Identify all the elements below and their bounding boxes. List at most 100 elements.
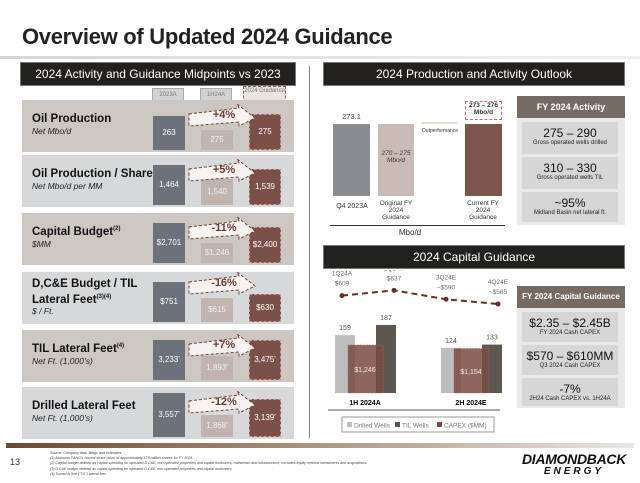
legend-box [341, 416, 495, 433]
value-1h24a: $615 [201, 298, 233, 322]
original-label: Original FY 2024 Guidance [379, 200, 413, 221]
col-1h24a: 1H24A [200, 88, 232, 102]
change-percent: -12% [211, 396, 237, 408]
unit-label: Mbo/d [398, 228, 422, 237]
capital-chart: 159 187 $1,246 1H 2024A 124 133 $1,154 2H 2024E… [328, 270, 509, 433]
outperformance-label: Outperformance [421, 128, 459, 134]
change-arrow-icon [188, 159, 256, 182]
value-1h24a: 275 [201, 130, 233, 150]
footnote: Source: Company data, filings and estima… [50, 451, 123, 455]
card-value: 310 – 330 [543, 161, 597, 175]
drilled-wells-label: 159 [339, 325, 351, 332]
metric-unit: $MM [32, 239, 51, 249]
activity-card: ~95% Midland Basin net lateral ft. [522, 192, 618, 222]
card-label: FY 2024 Cash CAPEX [539, 330, 601, 336]
card-value: $570 – $610MM [526, 349, 614, 363]
capital-header: 2024 Capital Guidance [323, 245, 625, 269]
capital-guidance-panel: FY 2024 Capital Guidance $2.35 – $2.45B F… [517, 286, 625, 408]
metric-row: Drilled Lateral Feet Net Ft. (1,000’s) 3… [22, 387, 294, 439]
footnote: (2) Capital budget defined as capital sp… [50, 461, 368, 466]
legend-swatch [347, 422, 352, 427]
metric-title: TIL Lateral Feet(4) [32, 342, 125, 355]
capital-card: $2.35 – $2.45B FY 2024 Cash CAPEX [522, 312, 618, 342]
value-guidance: 3,475' [249, 340, 281, 380]
metric-unit: Net Mbo/d per MM [32, 181, 103, 191]
metric-title: Capital Budget(2) [32, 225, 121, 238]
card-label: 2H24 Cash CAPEX vs. 1H24A [529, 396, 611, 402]
q4-bar [333, 124, 370, 196]
change-arrow-icon [188, 272, 256, 295]
current-bar [465, 124, 502, 196]
activity-card: 275 – 290 Gross operated wells drilled [522, 122, 618, 154]
card-label: Gross operated wells drilled [532, 140, 608, 146]
metric-row: Oil Production / Share(1) Net Mbo/d per … [22, 155, 294, 207]
value-guidance: 275 [249, 114, 281, 150]
q4-value: 273.1 [342, 112, 361, 121]
metric-title: D,C&E Budget / TIL Lateral Feet(3)(4) [32, 278, 138, 306]
quarter-label: 1Q24A [332, 271, 353, 278]
value-2023a: 263 [153, 116, 185, 150]
value-2023a: $751 [153, 282, 185, 322]
capex-bar [347, 344, 384, 394]
value-2023a: 3,557' [153, 393, 185, 437]
production-header: 2024 Production and Activity Outlook [323, 62, 625, 86]
title-divider [0, 56, 640, 59]
current-label: Current FY 2024 Guidance [467, 200, 499, 221]
quarter-label: 2Q24A [384, 270, 405, 272]
quarter-value: $609 [335, 281, 350, 288]
metric-unit: Net Ft. (1,000’s) [32, 356, 93, 366]
axis [330, 225, 505, 226]
card-value: 275 – 290 [543, 126, 597, 140]
card-value: -7% [559, 382, 581, 396]
footnote: (3) D,C&E budget defined as capital spen… [50, 466, 233, 471]
page-title: Overview of Updated 2024 Guidance [22, 24, 393, 49]
metric-title: Oil Production / Share(1) [32, 167, 160, 180]
activity-panel: FY 2024 Activity 275 – 290 Gross operated… [517, 96, 625, 225]
footnote: (1) Assumes FANG’s current share count o… [50, 456, 194, 461]
legend-swatch [395, 422, 400, 427]
change-arrow-icon [188, 104, 256, 127]
change-arrow-icon [188, 334, 256, 357]
quarter-value: ~$590 [437, 284, 456, 291]
outperformance-bar [421, 122, 457, 124]
category-label: 1H 2024A [349, 400, 381, 407]
change-percent: +7% [212, 339, 236, 351]
change-percent: +4% [212, 109, 236, 121]
change-arrow-icon [188, 391, 256, 414]
quarter-label: 4Q24E [488, 279, 509, 286]
metric-unit: $ / Ft. [32, 306, 54, 316]
company-logo: DIAMONDBACK ENERGY [514, 452, 634, 477]
value-2023a: 3,233' [153, 340, 185, 380]
legend-swatch [437, 422, 442, 427]
q4-label: Q4 2023A [336, 203, 368, 210]
line-point [339, 293, 345, 299]
footnote: (4) Turned in line (“TIL”) lateral feet. [50, 471, 107, 476]
value-guidance: $2,400 [249, 227, 281, 263]
legend-label: Drilled Wells [354, 423, 391, 430]
metric-title: Drilled Lateral Feet [32, 399, 136, 412]
value-2023a: 1,464 [153, 165, 185, 205]
capex-per-quarter-line [341, 289, 499, 305]
drilled-wells-label: 124 [445, 338, 457, 345]
value-guidance: $630 [249, 294, 281, 322]
footer-bar [6, 443, 634, 448]
left-header: 2024 Activity and Guidance Midpoints vs … [20, 62, 296, 86]
metric-unit: Net Mbo/d [32, 126, 72, 136]
value-2023a: $2,701 [153, 223, 185, 263]
card-value: ~95% [554, 196, 586, 210]
value-guidance: 3,139' [249, 399, 281, 437]
original-bar [378, 124, 414, 196]
capex-bar [453, 348, 490, 394]
til-wells-label: 133 [486, 335, 498, 342]
current-range: 273 – 276 Mbo/d [465, 101, 502, 120]
change-percent: +5% [212, 164, 236, 176]
value-1h24a: $1,246 [201, 243, 233, 263]
value-1h24a: 1,540 [201, 179, 233, 205]
metric-unit: Net Ft. (1,000’s) [32, 413, 93, 423]
card-label: Midland Basin net lateral ft. [533, 210, 607, 216]
line-point [391, 287, 397, 293]
activity-card: 310 – 330 Gross operated wells TIL [522, 157, 618, 189]
logo-text: DIAMONDBACK [521, 451, 627, 467]
legend-label: TIL Wells [402, 423, 429, 430]
card-label: Q3 2024 Cash CAPEX [539, 363, 601, 369]
